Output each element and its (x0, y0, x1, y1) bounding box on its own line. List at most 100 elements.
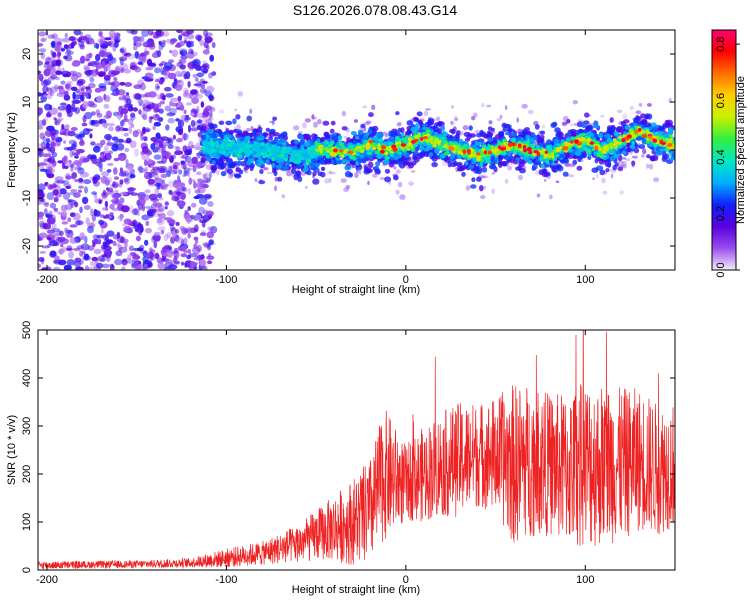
heatmap-blob (104, 152, 112, 161)
heatmap-blob (63, 44, 69, 50)
heatmap-blob (476, 176, 482, 182)
heatmap-blob (410, 170, 416, 173)
heatmap-blob (322, 120, 330, 126)
heatmap-blob (107, 187, 114, 193)
heatmap-blob (176, 200, 186, 208)
heatmap-blob (86, 73, 92, 78)
heatmap-blob (138, 167, 146, 173)
heatmap-blob (142, 260, 150, 264)
heatmap-blob (609, 126, 617, 131)
heatmap-blob (40, 37, 45, 43)
heatmap-blob (103, 103, 110, 109)
heatmap-blob (167, 112, 176, 116)
heatmap-blob (204, 172, 209, 179)
heatmap-blob (196, 105, 200, 114)
heatmap-blob (152, 149, 159, 153)
heatmap-blob (156, 94, 162, 100)
heatmap-blob (135, 128, 142, 134)
heatmap-blob (52, 233, 60, 241)
heatmap-blob (39, 250, 47, 254)
heatmap-blob (199, 39, 205, 47)
heatmap-blob (83, 253, 90, 261)
heatmap-blob (167, 138, 173, 143)
heatmap-blob (140, 133, 144, 141)
heatmap-blob (395, 189, 400, 195)
heatmap-blob (61, 123, 65, 130)
heatmap-blob (115, 250, 123, 257)
heatmap-blob (51, 53, 57, 59)
heatmap-blob (362, 105, 368, 109)
heatmap-blob (562, 171, 569, 177)
heatmap-blob (640, 120, 647, 125)
heatmap-blob (176, 236, 184, 244)
heatmap-blob (205, 85, 215, 93)
heatmap-blob (147, 178, 155, 185)
heatmap-blob (52, 189, 59, 196)
heatmap-blob (123, 218, 132, 225)
heatmap-blob (93, 42, 99, 49)
heatmap-blob (100, 139, 106, 146)
heatmap-blob (87, 154, 93, 160)
heatmap-blob (147, 158, 153, 164)
heatmap-blob (56, 139, 61, 147)
heatmap-blob (92, 242, 96, 248)
heatmap-blob (190, 261, 196, 268)
heatmap-blob (109, 212, 114, 217)
heatmap-blob (67, 217, 72, 223)
heatmap-blob (183, 228, 190, 234)
heatmap-blob (129, 252, 137, 256)
heatmap-blob (542, 124, 545, 129)
heatmap-blob (120, 120, 125, 127)
heatmap-blob (397, 181, 403, 188)
heatmap-blob (191, 144, 195, 149)
heatmap-blob (153, 121, 162, 127)
heatmap-blob (81, 196, 89, 205)
heatmap-blob (209, 95, 215, 101)
heatmap-blob (211, 132, 216, 139)
heatmap-blob (143, 159, 148, 167)
heatmap-blob (86, 54, 92, 59)
heatmap-blob (130, 113, 136, 121)
heatmap-blob (44, 129, 54, 137)
heatmap-blob (566, 119, 571, 124)
heatmap-blob (194, 224, 199, 233)
heatmap-blob (266, 171, 273, 175)
heatmap-blob (194, 189, 201, 194)
heatmap-blob (276, 140, 281, 145)
heatmap-blob (183, 170, 189, 177)
heatmap-blob (54, 134, 59, 141)
heatmap-blob (168, 59, 175, 63)
heatmap-blob (122, 223, 127, 227)
heatmap-blob (572, 100, 578, 105)
heatmap-blob (400, 127, 405, 134)
heatmap-blob (192, 51, 198, 57)
heatmap-blob (196, 119, 203, 124)
heatmap-blob (60, 127, 67, 135)
heatmap-blob (70, 189, 78, 193)
heatmap-blob (340, 178, 347, 184)
heatmap-blob (86, 100, 95, 107)
heatmap-blob (423, 110, 429, 117)
heatmap-blob (203, 194, 212, 200)
heatmap-blob (638, 144, 646, 150)
heatmap-blob (121, 50, 128, 56)
heatmap-blob (138, 94, 148, 98)
heatmap-blob (145, 220, 150, 227)
heatmap-blob (101, 122, 106, 128)
heatmap-blob (79, 232, 86, 240)
heatmap-blob (116, 143, 125, 151)
heatmap-blob (142, 266, 147, 270)
heatmap-blob (191, 202, 197, 208)
heatmap-blob (208, 117, 212, 121)
heatmap-blob (47, 62, 53, 69)
heatmap-blob (174, 170, 178, 174)
heatmap-blob (207, 226, 214, 231)
heatmap-blob (73, 159, 81, 166)
heatmap-blob (105, 214, 110, 219)
heatmap-blob (158, 79, 164, 85)
heatmap-blob (439, 153, 445, 159)
heatmap-blob (104, 37, 112, 41)
heatmap-blob (81, 91, 87, 96)
heatmap-blob (142, 250, 148, 258)
